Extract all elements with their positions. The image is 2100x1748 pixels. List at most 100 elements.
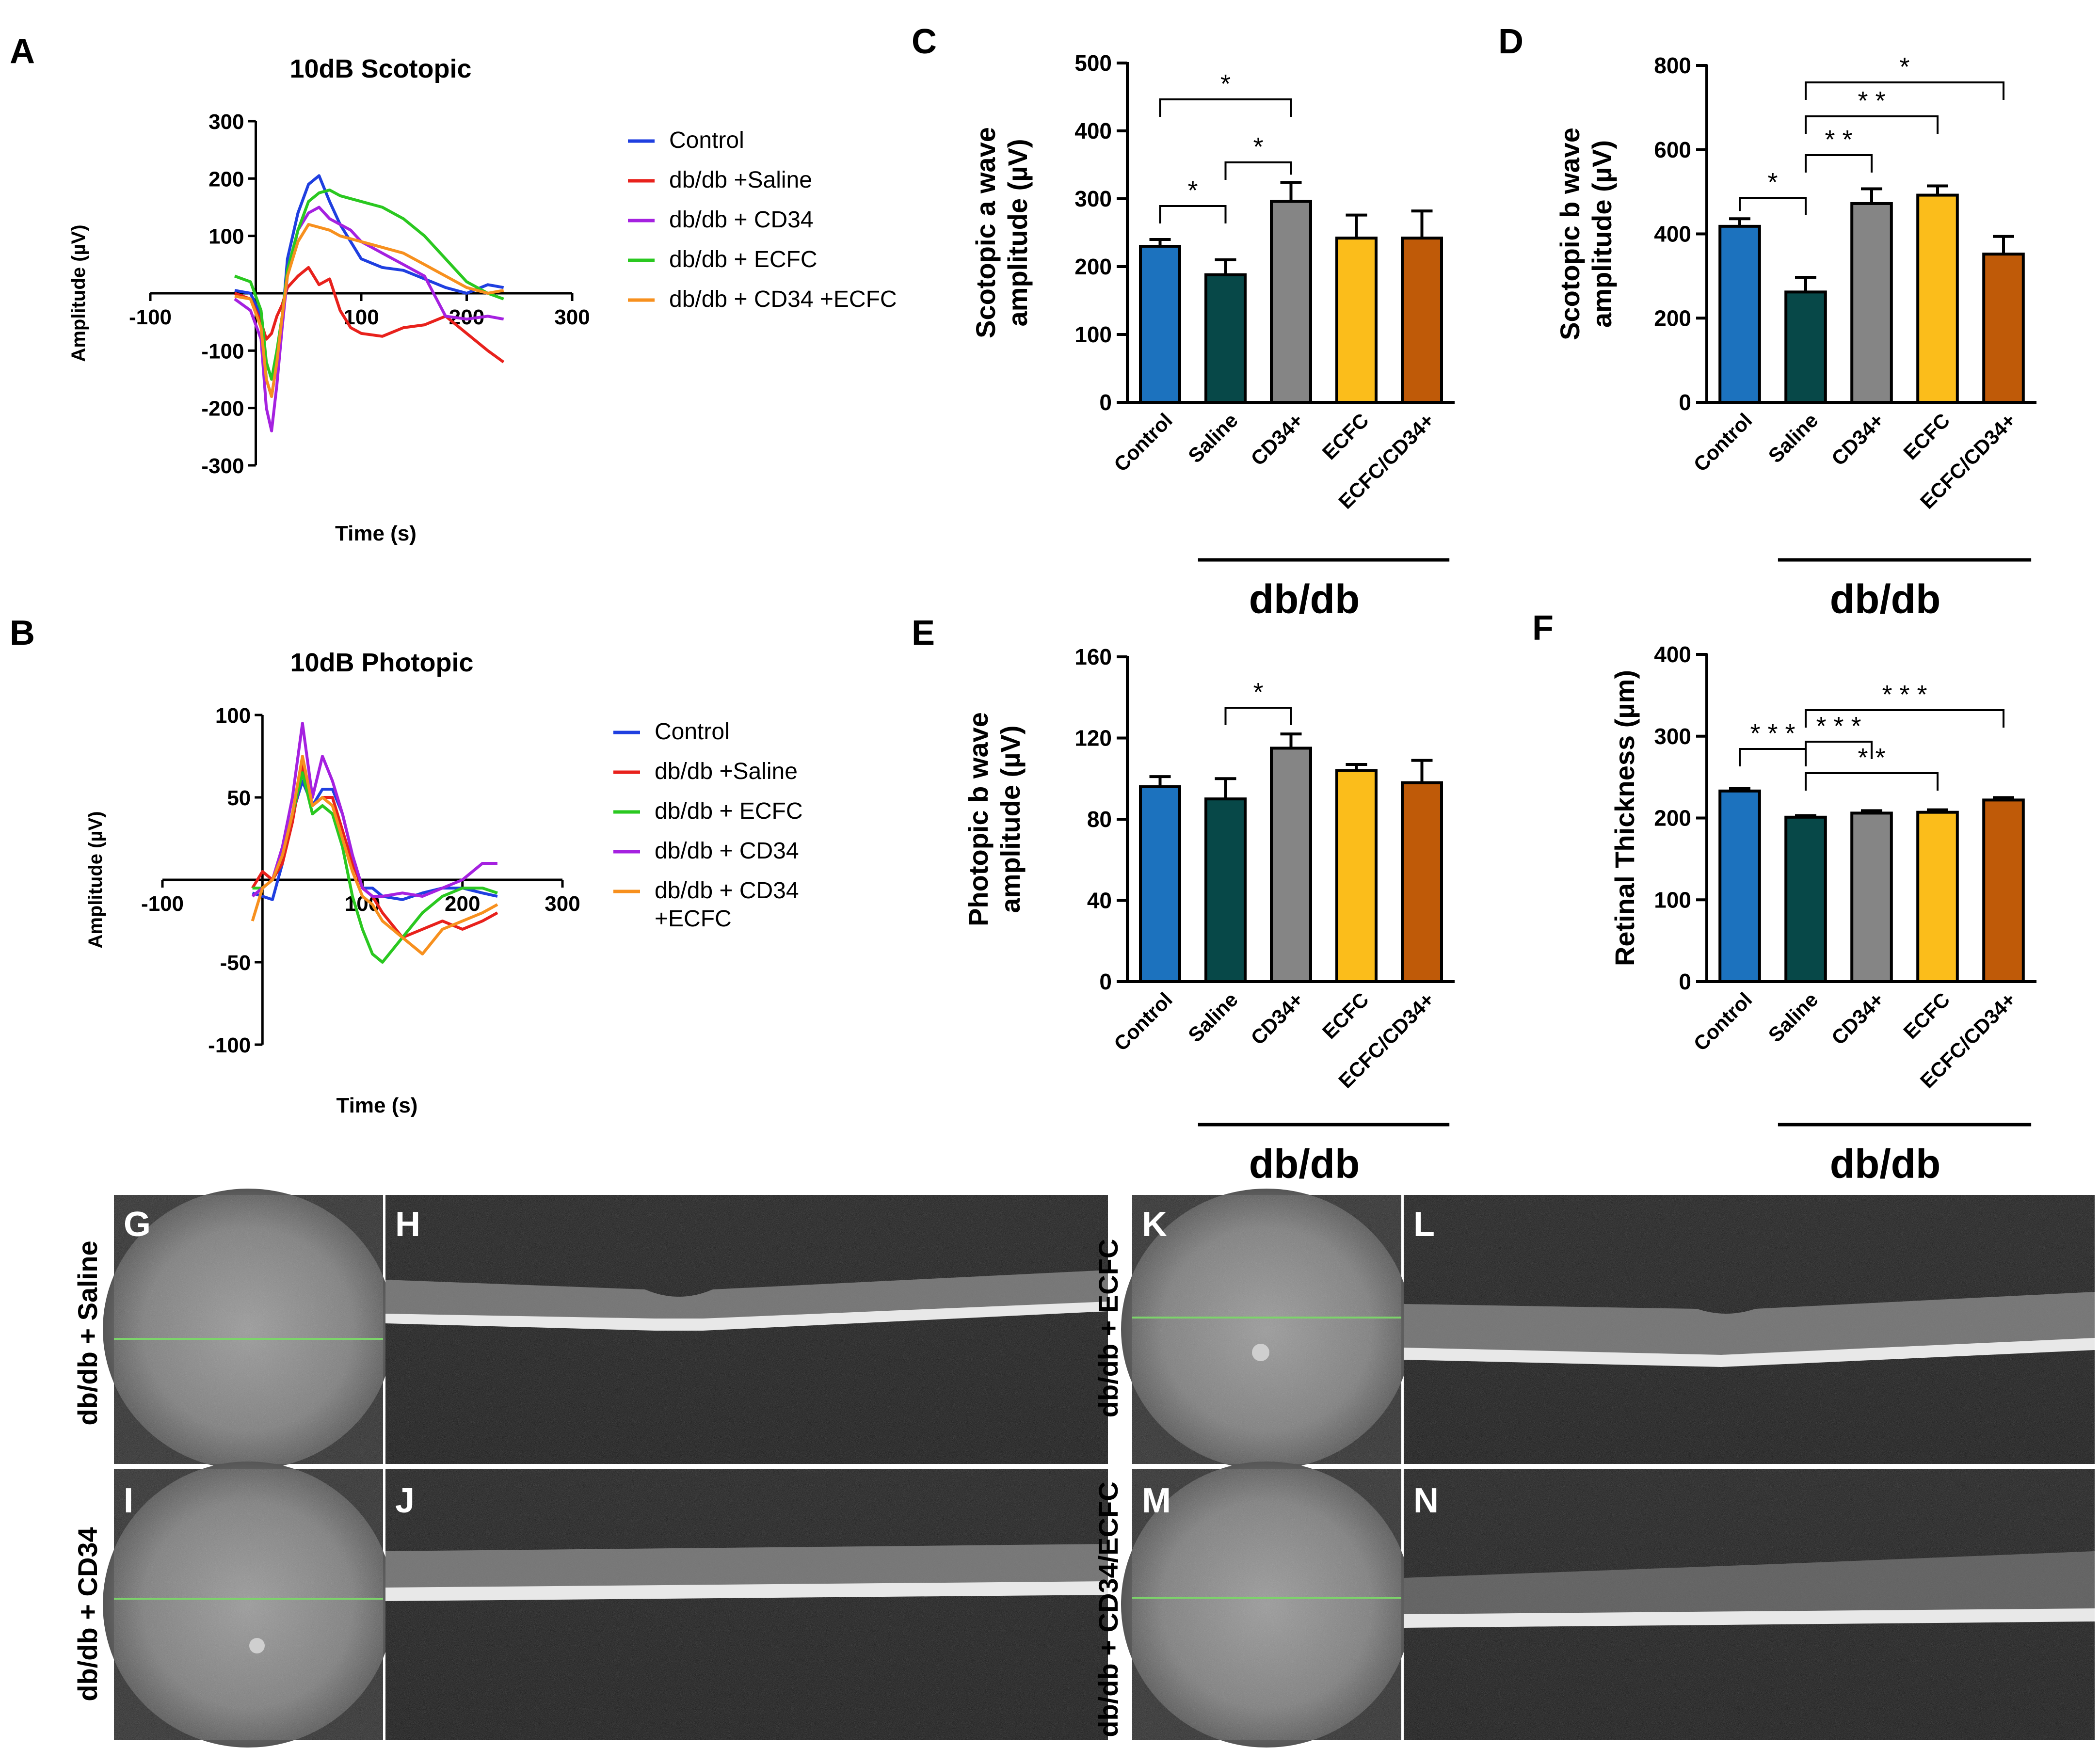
significance-label: * (1187, 176, 1198, 205)
bar (1916, 810, 1959, 983)
bar (1982, 798, 2025, 983)
significance-label: * (1220, 69, 1231, 98)
fundus-image-m: M (1121, 1462, 1412, 1748)
image-panels: db/db + Saline db/db + CD34 G H I (72, 1189, 2095, 1748)
series-line (251, 722, 497, 898)
bar (1139, 245, 1181, 404)
row-label-cd34-ecfc: db/db + CD34/ECFC (1093, 1481, 1123, 1737)
legend-label: db/db +Saline (655, 759, 798, 784)
y-axis-label: Amplitude (µV) (85, 811, 106, 948)
category-label: ECFC (1318, 988, 1373, 1043)
group-label: db/db (1249, 1141, 1360, 1187)
panel-letter-A: A (10, 32, 35, 71)
y-tick-label: 200 (1074, 254, 1112, 279)
significance-bracket (1805, 709, 2004, 728)
row-label-saline: db/db + Saline (72, 1240, 103, 1425)
bar (1718, 789, 1761, 983)
category-label: Control (1109, 409, 1177, 476)
chart-title: 10dB Photopic (290, 648, 473, 677)
y-axis-label: Photopic b wave (963, 712, 994, 926)
group-label: db/db (1830, 1141, 1941, 1187)
series-line (234, 189, 504, 381)
y-tick-label: 100 (1654, 887, 1691, 912)
panel-letter-C: C (912, 22, 937, 61)
category-label: Control (1109, 988, 1177, 1055)
y-tick-label: 100 (1074, 322, 1112, 347)
significance-label: * * * (1750, 719, 1795, 748)
y-tick-label: 80 (1087, 807, 1112, 832)
x-axis-label: Time (s) (335, 522, 417, 545)
y-tick-label: 100 (215, 704, 251, 728)
bar (1850, 202, 1893, 404)
significance-bracket (1224, 707, 1292, 725)
x-axis-label: Time (s) (337, 1094, 418, 1117)
legend-label: db/db + CD34 (669, 207, 814, 233)
y-axis-label: amplitude (µV) (995, 726, 1026, 913)
panel-letter-M: M (1142, 1481, 1171, 1520)
bar (1204, 797, 1247, 983)
significance-label: * (1899, 52, 1909, 81)
series-line (234, 206, 504, 432)
category-label: ECFC (1899, 988, 1954, 1043)
significance-label: * (1253, 132, 1263, 161)
category-label: CD34+ (1827, 988, 1889, 1049)
significance-label: * * (1825, 125, 1852, 154)
oct-image-n: N (1404, 1469, 2095, 1740)
legend-label: db/db + ECFC (655, 798, 802, 824)
oct-image-h: H (385, 1195, 1108, 1464)
y-tick-label: 500 (1074, 50, 1112, 76)
significance-bracket (1805, 154, 1873, 173)
legend-label: db/db + CD34 (655, 838, 799, 864)
category-label: Saline (1764, 988, 1823, 1047)
y-axis-label: amplitude (µV) (1002, 139, 1033, 327)
x-tick-label: 200 (445, 892, 480, 916)
y-tick-label: 50 (227, 786, 251, 810)
significance-label: * * (1858, 743, 1885, 772)
panel-letter-F: F (1532, 609, 1554, 648)
significance-bracket (1224, 161, 1292, 180)
panel-letter-L: L (1413, 1205, 1435, 1244)
bar (1270, 200, 1312, 404)
legend-label: Control (669, 127, 744, 153)
y-tick-label: 120 (1074, 726, 1112, 751)
y-tick-label: 200 (1654, 806, 1691, 831)
oct-image-l: L (1404, 1195, 2095, 1464)
bar (1916, 193, 1959, 404)
y-tick-label: 800 (1654, 53, 1691, 78)
bar (1401, 237, 1443, 404)
category-label: Saline (1764, 409, 1823, 467)
y-tick-label: -100 (201, 339, 244, 363)
bar (1335, 237, 1378, 404)
y-tick-label: 200 (1654, 305, 1691, 331)
legend-label: +ECFC (655, 906, 732, 932)
category-label: Control (1689, 988, 1757, 1055)
y-tick-label: 300 (1654, 724, 1691, 749)
legend-label: db/db + CD34 +ECFC (669, 286, 897, 312)
panel-letter-K: K (1142, 1205, 1167, 1244)
legend-label: db/db +Saline (669, 167, 812, 193)
y-tick-label: 600 (1654, 137, 1691, 162)
significance-bracket (1805, 772, 1939, 791)
fundus-image-i: I (103, 1462, 394, 1748)
y-axis-label: Scotopic b wave (1555, 127, 1585, 340)
x-tick-label: -100 (141, 892, 184, 916)
chart-title: 10dB Scotopic (289, 54, 471, 83)
significance-bracket (1739, 197, 1807, 215)
y-tick-label: 0 (1099, 390, 1112, 415)
panel-letter-N: N (1413, 1481, 1439, 1520)
group-label: db/db (1249, 576, 1360, 622)
category-label: Control (1689, 409, 1757, 476)
panel-letter-D: D (1498, 22, 1523, 61)
significance-label: * * (1858, 86, 1885, 115)
bar (1784, 290, 1827, 404)
bar (1784, 815, 1827, 983)
significance-label: * (1253, 678, 1263, 707)
category-label: CD34+ (1827, 409, 1889, 470)
row-label-cd34: db/db + CD34 (72, 1527, 103, 1701)
y-axis-label: Amplitude (µV) (68, 224, 89, 362)
